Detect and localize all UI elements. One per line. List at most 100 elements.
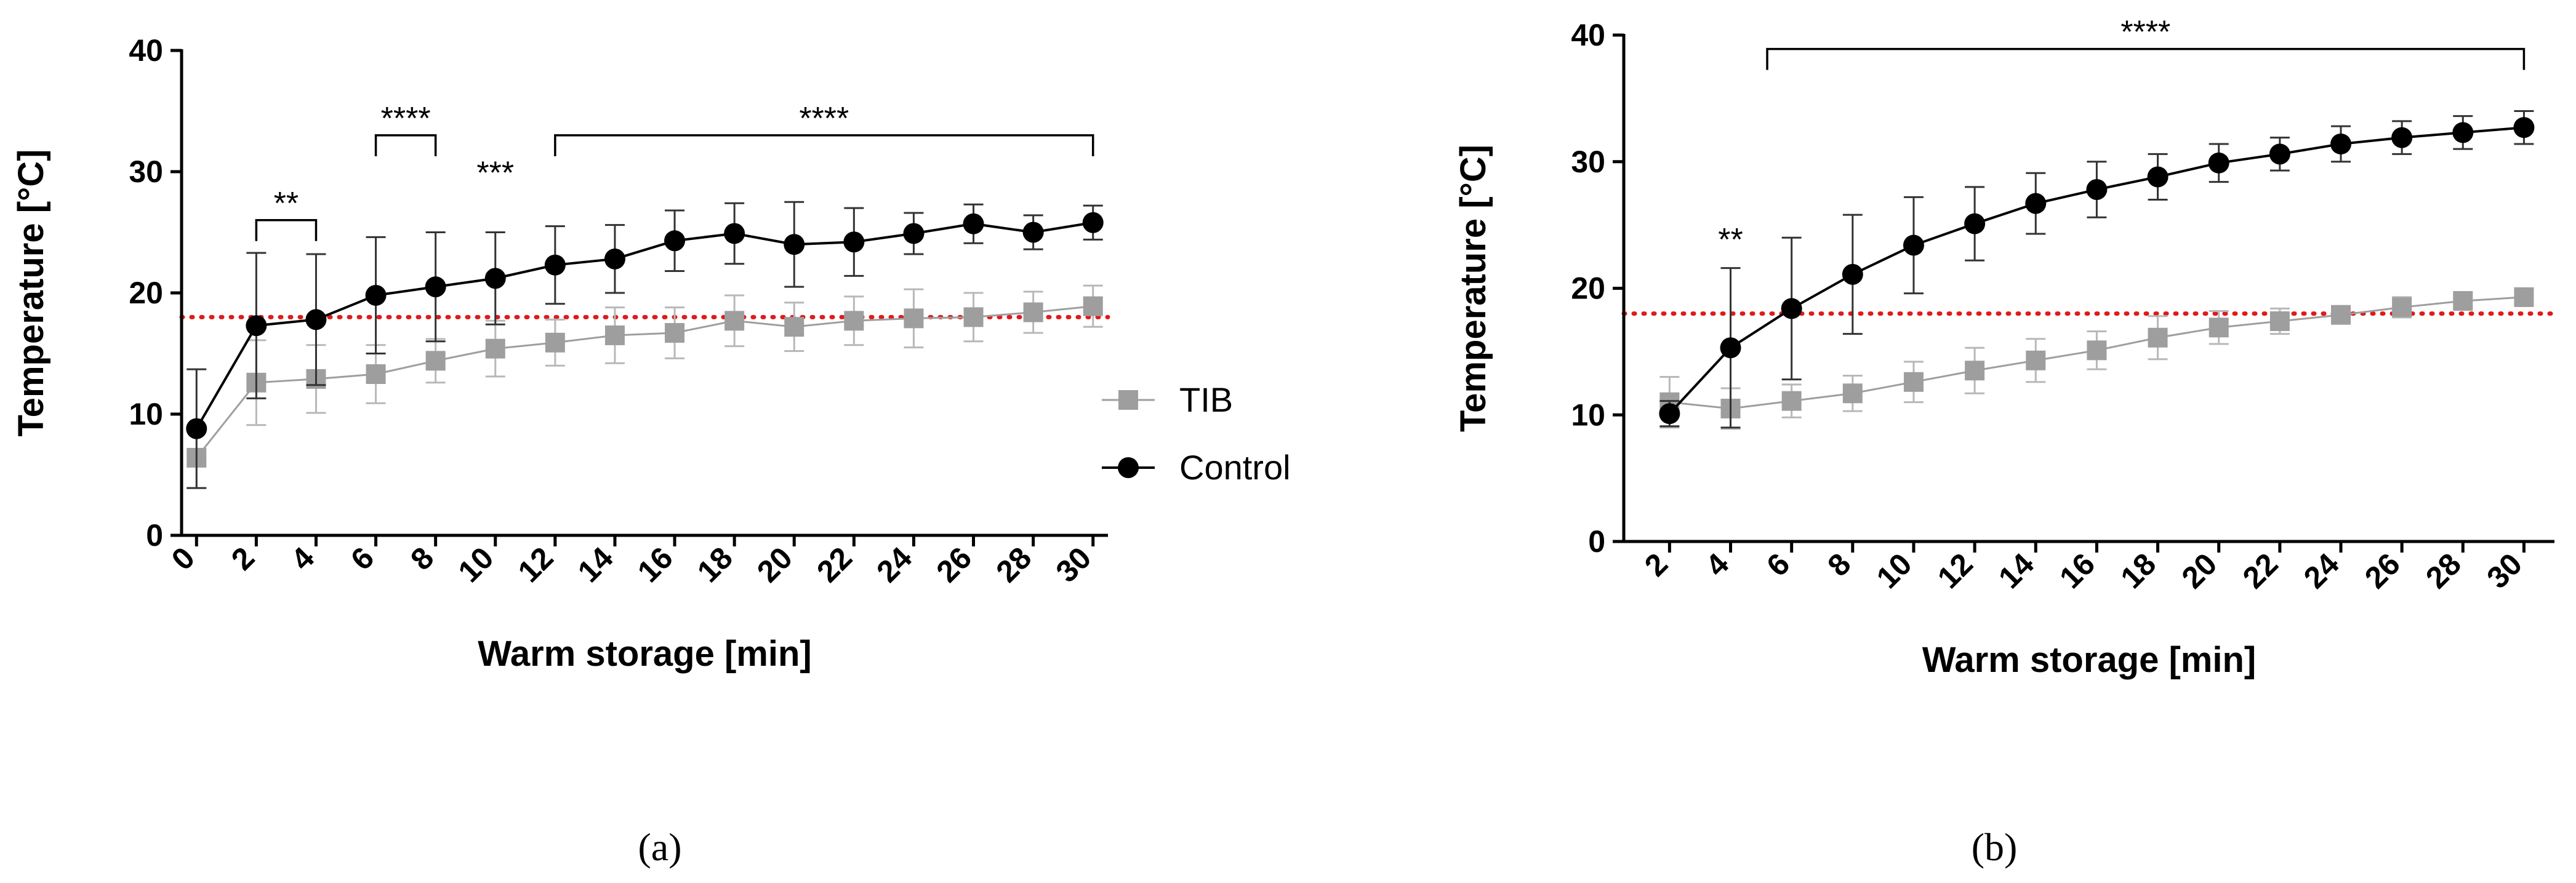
panel-a-legend: TIB Control bbox=[1102, 380, 1291, 487]
panel-a-y-tick-label: 20 bbox=[129, 276, 163, 310]
panel-a-control-point bbox=[604, 248, 625, 270]
panel-b-control-point bbox=[2452, 122, 2474, 143]
panel-label-b: (b) bbox=[1972, 825, 2018, 869]
panel-a-tib-point bbox=[1023, 302, 1043, 322]
panel-a-series-control bbox=[186, 201, 1104, 489]
panel-b-control-point bbox=[1903, 234, 1924, 256]
panel-b-tib-point bbox=[1903, 372, 1924, 392]
panel-b-x-tick-label: 28 bbox=[2419, 546, 2468, 595]
panel-b-y-tick-label: 10 bbox=[1571, 398, 1605, 432]
panel-b-tib-point bbox=[2453, 291, 2473, 311]
panel-b-control-point bbox=[2025, 193, 2047, 214]
panel-a-legend-label-control: Control bbox=[1179, 448, 1291, 487]
panel-a-control-point bbox=[963, 213, 984, 234]
panel-a-control-point bbox=[186, 418, 207, 439]
panel-a-tib-point bbox=[425, 351, 446, 371]
panel-b-control-point bbox=[2086, 179, 2108, 201]
panel-a-y-tick-label: 30 bbox=[129, 154, 163, 189]
panel-a-control-point bbox=[544, 254, 566, 276]
panel-b-tib-point bbox=[2148, 327, 2168, 348]
panel-b-control-point bbox=[1781, 298, 1802, 319]
panel-a-significance-bracket bbox=[255, 219, 318, 241]
panel-b-control-point bbox=[2147, 166, 2169, 188]
panel-a-tib-line bbox=[196, 305, 1093, 458]
panel-a-control-point bbox=[425, 276, 446, 298]
panel-b-control-point bbox=[2330, 133, 2351, 154]
panel-b-tib-point bbox=[2392, 297, 2412, 318]
panel-a-y-tick-label: 10 bbox=[129, 397, 163, 431]
panel-b-x-tick-label: 18 bbox=[2114, 546, 2162, 595]
panel-b-x-axis-label: Warm storage [min] bbox=[1922, 640, 2256, 680]
panel-a-tib-point bbox=[724, 311, 745, 331]
panel-a-tib-point bbox=[366, 364, 386, 384]
panel-a-significance-label: **** bbox=[799, 101, 849, 137]
panel-b-tib-point bbox=[2330, 305, 2351, 325]
panel-a-x-tick-label: 28 bbox=[989, 540, 1038, 589]
panel-b-tib-point bbox=[1842, 383, 1863, 404]
panel-a-x-axis-label: Warm storage [min] bbox=[478, 634, 811, 674]
panel-a-x-tick-label: 20 bbox=[750, 540, 799, 589]
panel-b-x-tick-label: 24 bbox=[2297, 546, 2346, 595]
panel-a-x-tick-label: 12 bbox=[512, 540, 560, 589]
panel-a-tib-point bbox=[665, 323, 685, 343]
panel-a-x-tick-label: 10 bbox=[452, 540, 500, 589]
panel-a-tib-point bbox=[904, 308, 924, 329]
panel-b-control-point bbox=[1720, 337, 1741, 359]
panel-a-tib-point bbox=[1083, 296, 1103, 316]
panel-b-series-control bbox=[1659, 110, 2535, 429]
panel-b-tib-point bbox=[1965, 361, 1985, 381]
panel-a-x-tick-label: 16 bbox=[631, 540, 680, 589]
panel-a-y-tick-label: 0 bbox=[146, 518, 163, 553]
panel-b-x-tick-label: 30 bbox=[2480, 546, 2529, 595]
panel-a-tib-point bbox=[784, 317, 804, 337]
panel-a-y-tick-label: 40 bbox=[129, 33, 163, 68]
panel-a-x-tick-label: 26 bbox=[929, 540, 978, 589]
panel-a-control-point bbox=[664, 230, 686, 252]
panel-a-control-point bbox=[724, 223, 745, 244]
panel-a-legend-marker-control bbox=[1118, 457, 1139, 478]
panel-a-tib-point bbox=[604, 325, 625, 345]
panel-b-y-tick-label: 40 bbox=[1571, 18, 1605, 52]
panel-a-x-tick-label: 18 bbox=[691, 540, 739, 589]
panel-a-significance-label: ** bbox=[274, 186, 299, 222]
panel-a-control-point bbox=[365, 284, 387, 306]
panel-a-legend-marker-tib bbox=[1118, 390, 1138, 410]
panel-b-y-tick-label: 0 bbox=[1588, 524, 1605, 559]
panel-b-x-tick-label: 26 bbox=[2358, 546, 2407, 595]
panel-a-tib-point bbox=[485, 338, 505, 359]
panel-b-control-point bbox=[2269, 143, 2290, 165]
panel-a-legend-label-tib: TIB bbox=[1179, 380, 1233, 419]
panel-b-x-tick-label: 16 bbox=[2053, 546, 2101, 595]
panel-a-x-tick-label: 30 bbox=[1049, 540, 1098, 589]
panel-a-control-point bbox=[246, 315, 267, 337]
panel-b-tib-point bbox=[1781, 391, 1802, 411]
panel-a-x-tick-label: 14 bbox=[571, 540, 620, 589]
panel-b-x-tick-label: 10 bbox=[1870, 546, 1919, 595]
panel-b-x-tick-label: 14 bbox=[1992, 546, 2040, 595]
panel-a-control-point bbox=[784, 234, 805, 255]
panel-a-tib-point bbox=[963, 307, 984, 327]
panel-a-control-point bbox=[484, 268, 506, 289]
panel-a-tib-point bbox=[844, 311, 864, 331]
panel-a-y-axis-label: Temperature [°C] bbox=[11, 150, 51, 437]
panel-b-tib-point bbox=[2269, 311, 2290, 331]
panel-a-tib-point bbox=[545, 332, 565, 353]
panel-b-control-point bbox=[2391, 127, 2413, 148]
panel-b-y-tick-label: 20 bbox=[1571, 271, 1605, 306]
panel-b-x-tick-label: 12 bbox=[1931, 546, 1980, 595]
panel-b-x-tick-label: 22 bbox=[2236, 546, 2285, 595]
panel-b-tib-point bbox=[2026, 350, 2046, 370]
panel-b-control-point bbox=[1842, 263, 1863, 285]
panel-b-control-point bbox=[2208, 152, 2229, 174]
panel-b-y-axis-label: Temperature [°C] bbox=[1453, 145, 1493, 432]
panel-a-control-point bbox=[903, 223, 925, 244]
panel-a-control-point bbox=[1022, 222, 1044, 243]
panel-a-significance-label: **** bbox=[381, 101, 431, 137]
panel-b-tib-point bbox=[2514, 287, 2534, 307]
panel-a-x-tick-label: 22 bbox=[810, 540, 859, 589]
panel-a-x-tick-label: 24 bbox=[870, 540, 918, 589]
panel-a-significance-bracket bbox=[554, 134, 1094, 156]
